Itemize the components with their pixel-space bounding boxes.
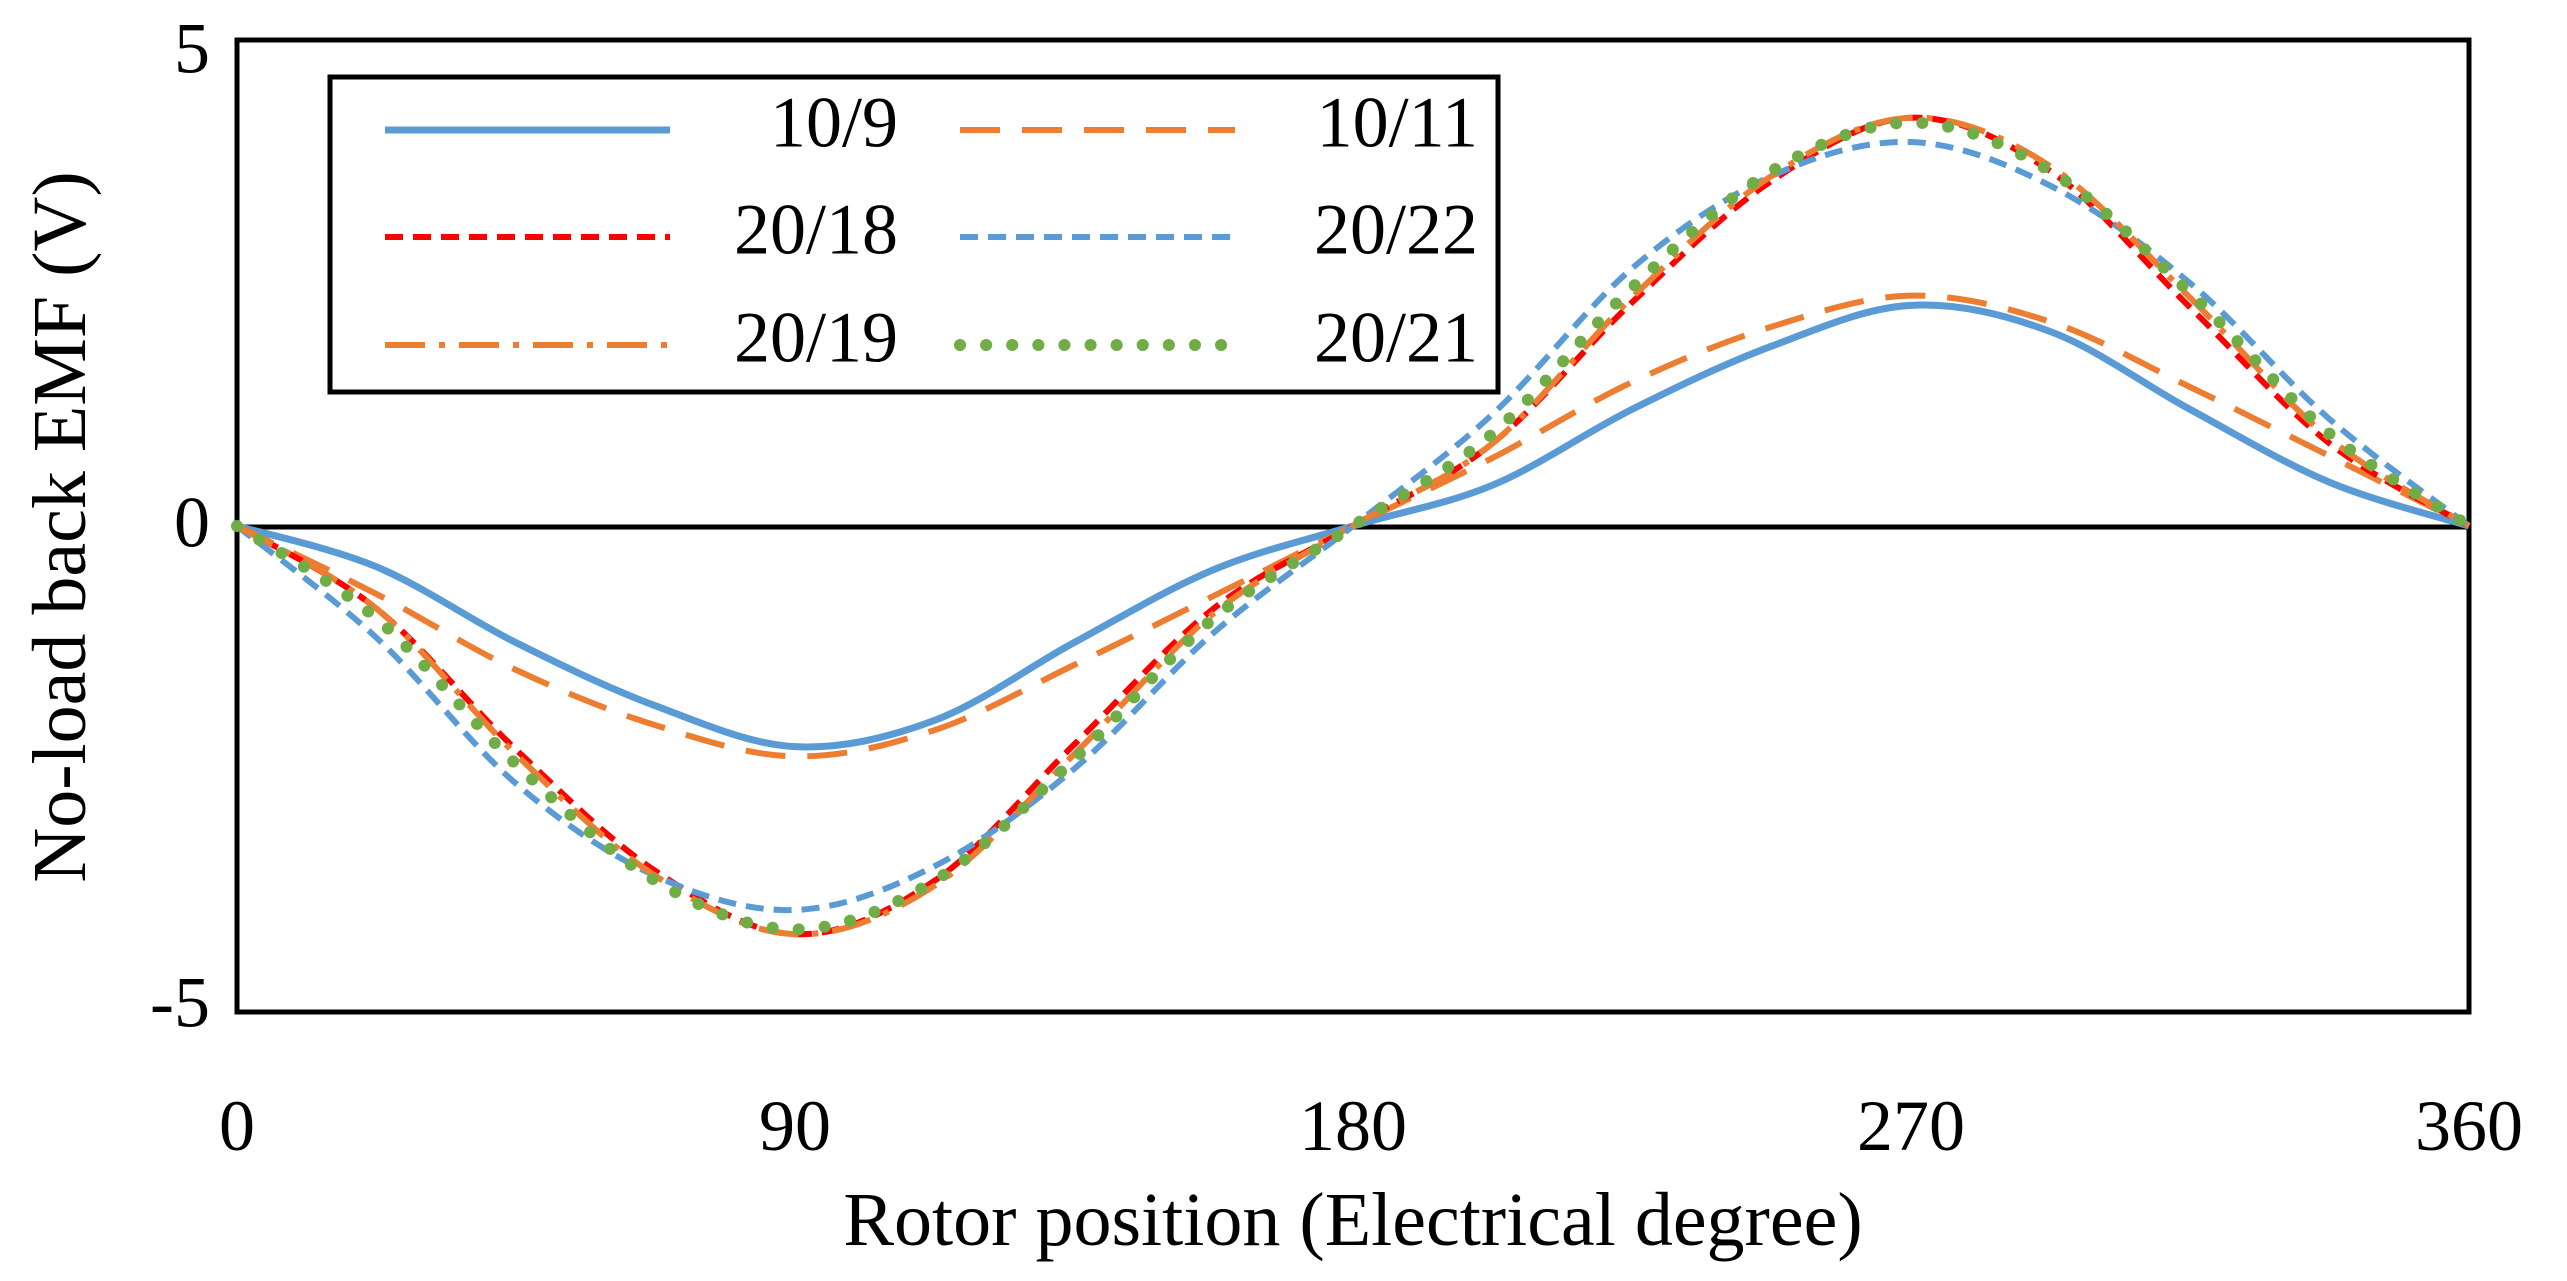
legend-label-20-21: 20/21 xyxy=(1314,298,1478,378)
x-tick-label: 270 xyxy=(1857,1086,1965,1166)
x-tick-label: 180 xyxy=(1299,1086,1407,1166)
y-tick-label: -5 xyxy=(150,963,210,1043)
x-tick-label: 90 xyxy=(759,1086,831,1166)
legend-label-10-9: 10/9 xyxy=(770,83,898,163)
series-line-20-21 xyxy=(231,116,2475,936)
legend-label-20-22: 20/22 xyxy=(1314,190,1478,270)
series-layer xyxy=(231,114,2475,938)
legend-label-20-18: 20/18 xyxy=(734,190,898,270)
series-line-20-19 xyxy=(235,114,2471,938)
legend: 10/9 10/11 20/18 20/22 20/19 20/21 xyxy=(385,83,1478,378)
legend-label-10-11: 10/11 xyxy=(1317,83,1478,163)
y-tick-label: 5 xyxy=(174,9,210,89)
legend-label-20-19: 20/19 xyxy=(734,298,898,378)
y-tick-label: 0 xyxy=(174,483,210,563)
x-tick-label: 360 xyxy=(2415,1086,2523,1166)
x-axis-title: Rotor position (Electrical degree) xyxy=(843,1178,1862,1262)
x-tick-label: 0 xyxy=(219,1086,255,1166)
y-axis-title: No-load back EMF (V) xyxy=(18,171,102,882)
